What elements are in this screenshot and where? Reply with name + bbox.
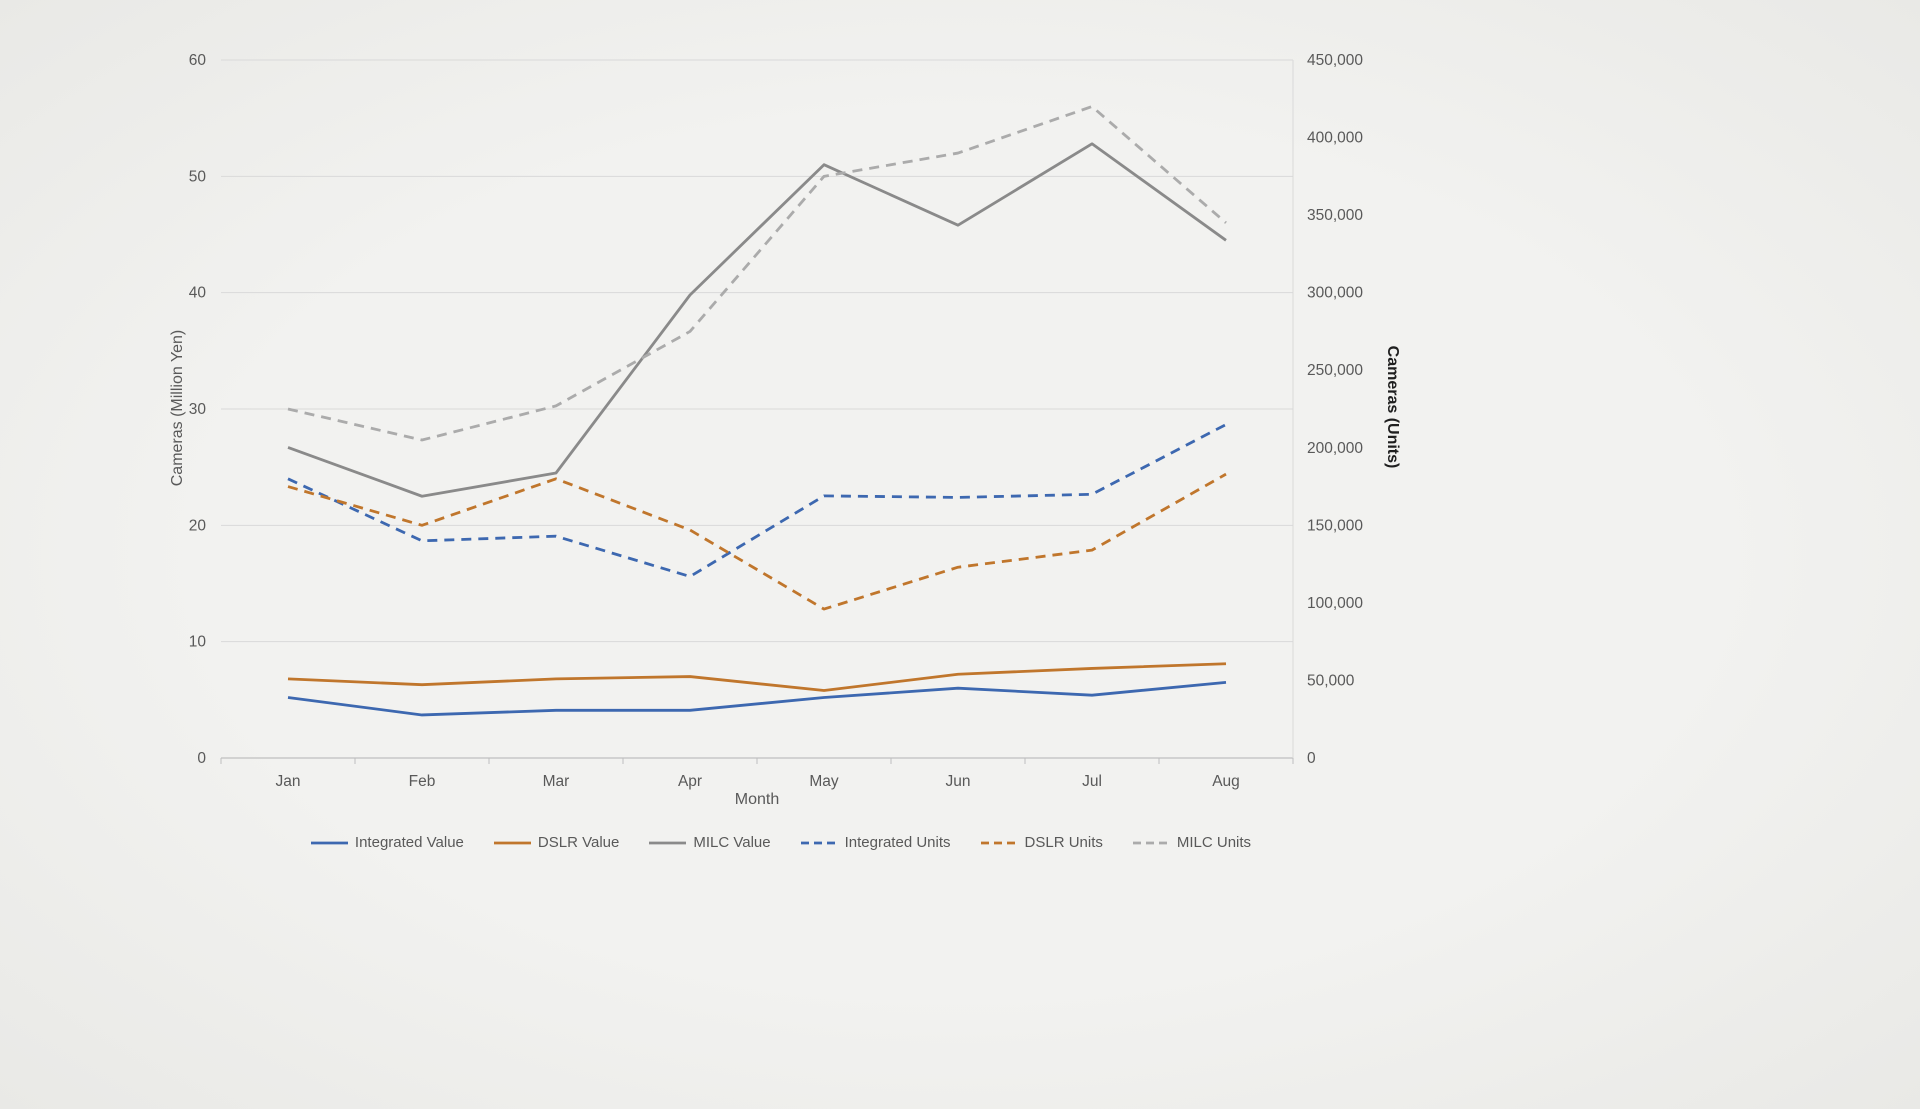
y-right-tick-label: 400,000 (1307, 130, 1363, 147)
right-axis-title: Cameras (Units) (1384, 345, 1401, 469)
series-line-milc-value (287, 142, 1227, 498)
left-axis-title: Cameras (Million Yen) (169, 329, 186, 487)
y-left-tick-label: 0 (197, 750, 206, 767)
x-tick-label: Jun (946, 773, 971, 790)
y-right-tick-label: 250,000 (1307, 362, 1363, 379)
legend-swatch-integrated-value (310, 841, 348, 844)
y-right-tick-label: 350,000 (1307, 207, 1363, 224)
legend-swatch-dslr-value (493, 841, 531, 844)
x-tick-label: Mar (543, 773, 570, 790)
y-left-tick-label: 40 (189, 285, 207, 302)
y-left-tick-label: 50 (189, 168, 207, 185)
legend-swatch-milc-value (649, 841, 687, 844)
series-line-milc-units (287, 105, 1227, 442)
y-right-tick-label: 100,000 (1307, 595, 1363, 612)
x-tick-label: Jul (1082, 773, 1102, 790)
y-right-tick-label: 150,000 (1307, 517, 1363, 534)
legend-item-integrated-value: Integrated Value (310, 834, 464, 851)
y-right-tick-label: 50,000 (1307, 672, 1355, 689)
legend-swatch-dslr-units (980, 841, 1018, 844)
y-right-tick-label: 450,000 (1307, 52, 1363, 69)
legend-swatch-integrated-units (800, 841, 838, 844)
y-right-tick-label: 300,000 (1307, 285, 1363, 302)
legend-label: DSLR Units (1024, 834, 1103, 851)
x-tick-label: Jan (276, 773, 301, 790)
legend-label: DSLR Value (537, 834, 620, 851)
x-axis-title: Month (734, 791, 780, 808)
y-right-tick-label: 0 (1307, 750, 1316, 767)
x-tick-label: May (809, 773, 839, 790)
y-left-tick-label: 20 (189, 517, 207, 534)
x-tick-label: Aug (1212, 773, 1240, 790)
series-line-integrated-value (287, 680, 1227, 717)
x-tick-label: Apr (678, 773, 702, 790)
y-left-tick-label: 60 (189, 52, 207, 69)
series-line-integrated-units (287, 423, 1227, 578)
series-line-dslr-units (287, 472, 1227, 611)
chart-legend: Integrated Value DSLR Value MILC Value Inte… (221, 834, 1341, 851)
legend-swatch-milc-units (1132, 841, 1170, 844)
x-tick-label: Feb (409, 773, 436, 790)
legend-item-integrated-units: Integrated Units (800, 834, 951, 851)
legend-item-milc-units: MILC Units (1132, 834, 1252, 851)
series-line-dslr-value (287, 662, 1227, 692)
legend-label: MILC Units (1176, 834, 1252, 851)
legend-label: Integrated Units (844, 834, 951, 851)
legend-item-dslr-value: DSLR Value (493, 834, 620, 851)
legend-item-dslr-units: DSLR Units (980, 834, 1103, 851)
legend-label: Integrated Value (354, 834, 464, 851)
y-left-tick-label: 30 (189, 401, 207, 418)
legend-label: MILC Value (693, 834, 771, 851)
y-left-tick-label: 10 (189, 634, 207, 651)
y-right-tick-label: 200,000 (1307, 440, 1363, 457)
legend-item-milc-value: MILC Value (649, 834, 771, 851)
